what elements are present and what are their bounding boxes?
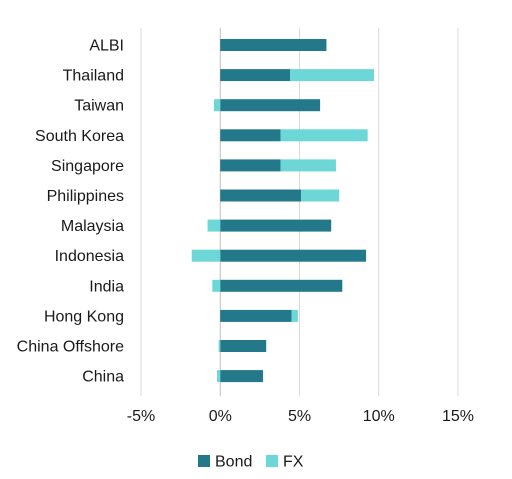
x-tick-label: 15% <box>442 408 474 425</box>
bar-bond-china <box>220 370 264 383</box>
bar-bond-taiwan <box>220 99 321 112</box>
category-label: Taiwan <box>74 98 124 115</box>
category-label: China Offshore <box>17 339 124 356</box>
legend-swatch-fx <box>266 455 278 467</box>
bar-bond-malaysia <box>220 219 332 232</box>
bar-bond-singapore <box>220 159 281 172</box>
bar-bond-hong-kong <box>220 309 292 322</box>
category-label: Malaysia <box>61 218 124 235</box>
legend: Bond FX <box>198 454 304 471</box>
category-label: Philippines <box>47 188 124 205</box>
x-tick-label: 0% <box>209 408 232 425</box>
legend-label-fx: FX <box>283 454 304 471</box>
category-label: India <box>89 278 124 295</box>
bar-bond-philippines <box>220 189 302 202</box>
bar-bond-china-offshore <box>220 340 267 352</box>
bar-fx-india <box>212 279 221 292</box>
bar-fx-singapore <box>280 159 336 172</box>
legend-label-bond: Bond <box>215 454 252 471</box>
bar-fx-south-korea <box>280 129 368 142</box>
category-label: Singapore <box>51 158 124 175</box>
category-label: South Korea <box>35 128 124 145</box>
bar-fx-philippines <box>301 189 340 202</box>
bar-fx-thailand <box>289 69 374 82</box>
bar-fx-indonesia <box>191 249 221 262</box>
bar-fx-china <box>217 370 221 383</box>
bar-fx-hong-kong <box>291 309 298 322</box>
bar-fx-taiwan <box>213 99 221 112</box>
bar-bond-south-korea <box>220 129 281 142</box>
legend-swatch-bond <box>198 455 210 467</box>
x-tick-label: 10% <box>363 408 395 425</box>
bar-bond-indonesia <box>220 249 367 262</box>
category-label: Thailand <box>63 68 124 85</box>
category-label: Indonesia <box>55 248 124 265</box>
bar-fx-china-offshore <box>218 340 221 352</box>
x-tick-label: -5% <box>127 408 155 425</box>
bar-bond-albi <box>220 39 327 51</box>
bars <box>191 39 374 383</box>
category-label: ALBI <box>89 38 124 55</box>
grid-lines <box>140 28 459 396</box>
category-label: China <box>82 369 124 386</box>
category-label: Hong Kong <box>44 308 124 325</box>
bar-fx-malaysia <box>207 219 221 232</box>
category-labels: ALBI Thailand Taiwan South Korea Singapore Ph… <box>17 38 124 386</box>
bar-bond-thailand <box>220 69 290 82</box>
x-tick-label: 5% <box>288 408 311 425</box>
bar-bond-india <box>220 279 343 292</box>
x-axis-tick-labels: -5% 0% 5% 10% 15% <box>127 408 474 425</box>
